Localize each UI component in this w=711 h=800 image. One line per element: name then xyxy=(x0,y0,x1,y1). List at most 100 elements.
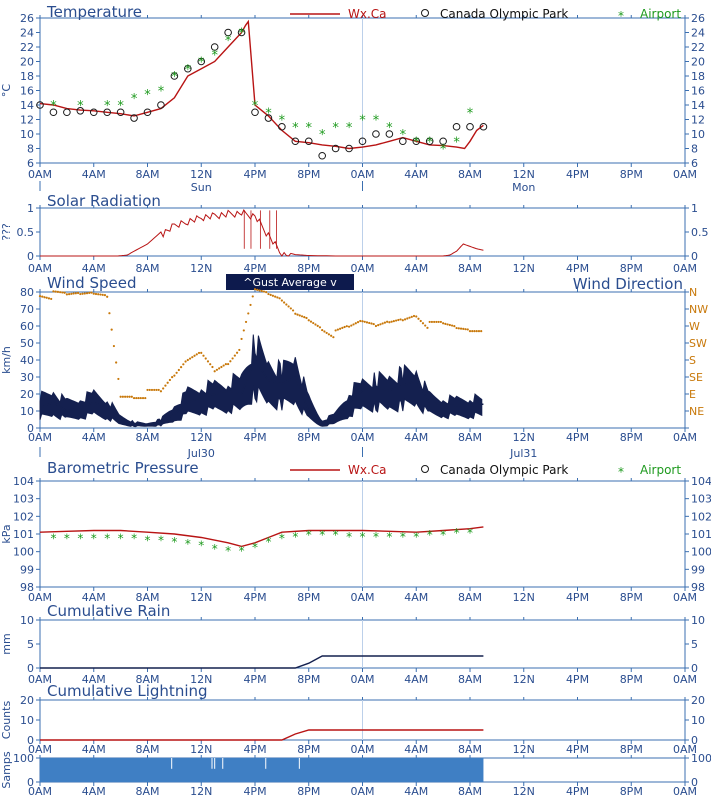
pressure-airport-point: * xyxy=(454,526,460,540)
temperature-airport-point: * xyxy=(171,70,178,85)
pressure-airport-point: * xyxy=(185,537,191,551)
y-tick-label: 100 xyxy=(13,752,34,765)
temperature-park-point xyxy=(89,108,98,117)
pressure-airport-point: * xyxy=(306,528,312,542)
x-tick-label: 8AM xyxy=(458,431,482,444)
wind-direction-point xyxy=(359,319,362,323)
wind-direction-point xyxy=(59,291,62,294)
y-tick-label: 10 xyxy=(20,714,34,727)
y-tick-label-right: 6 xyxy=(691,157,698,170)
y-tick-label-right: 10 xyxy=(691,128,705,141)
x-tick-label: 8PM xyxy=(297,591,320,604)
y-tick-label-right: 103 xyxy=(691,493,711,506)
legend-wxca-label: Wx.Ca xyxy=(348,7,387,21)
wind-direction-point xyxy=(289,307,292,310)
temperature-ylabel: °C xyxy=(0,84,13,98)
pressure-airport-point: * xyxy=(440,528,446,542)
x-tick-label: 4AM xyxy=(404,673,428,686)
wind-direction-point xyxy=(249,303,252,307)
x-tick-label: 8PM xyxy=(620,673,643,686)
y-tick-label: 20 xyxy=(20,694,34,707)
wind-direction-point xyxy=(144,396,147,400)
x-tick-label: 4AM xyxy=(82,673,106,686)
wind-direction-point xyxy=(390,320,393,323)
wind-direction-tick: N xyxy=(689,286,697,299)
wind-direction-point xyxy=(202,354,205,357)
temperature-park-point xyxy=(318,151,326,160)
legend-airport-label: Airport xyxy=(640,7,681,21)
wind-direction-point xyxy=(410,315,413,318)
temperature-airport-point: * xyxy=(158,85,165,100)
wind-direction-point xyxy=(68,292,71,296)
pressure-airport-point: * xyxy=(225,544,231,558)
y-tick-label: 10 xyxy=(20,405,34,418)
wind-direction-point xyxy=(464,328,467,331)
wind-direction-point xyxy=(173,374,176,377)
temperature-park-point xyxy=(466,122,474,131)
y-tick-label-right: 100 xyxy=(691,546,711,559)
wind-direction-point xyxy=(119,395,122,398)
y-tick-label-right: 26 xyxy=(691,12,705,25)
wind-direction-point xyxy=(457,327,460,330)
x-tick-label: 8AM xyxy=(135,785,159,798)
wind-direction-point xyxy=(477,330,481,333)
wind-direction-point xyxy=(352,323,355,326)
x-tick-label: 0AM xyxy=(350,591,374,604)
wind-direction-point xyxy=(61,291,64,294)
temperature-airport-point: * xyxy=(400,128,407,143)
temperature-park-point xyxy=(170,72,179,80)
y-tick-label-right: 10 xyxy=(691,714,705,727)
wind-direction-point xyxy=(146,388,149,392)
wind-direction-point xyxy=(466,328,469,331)
pressure-airport-point: * xyxy=(265,535,271,549)
x-tick-label: 0AM xyxy=(28,431,52,444)
y-tick-label-right: 22 xyxy=(691,41,705,54)
temperature-airport-point: * xyxy=(440,143,447,158)
wind-ylabel: km/h xyxy=(0,346,13,374)
y-tick-label: 10 xyxy=(20,128,34,141)
temperature-airport-point: * xyxy=(413,135,420,150)
wind-direction-point xyxy=(132,396,136,400)
x-tick-label: 0AM xyxy=(28,262,52,275)
y-tick-label-right: 20 xyxy=(691,694,705,707)
x-tick-label: 12N xyxy=(513,168,535,181)
temperature-airport-point: * xyxy=(252,99,259,114)
x-tick-label: 8AM xyxy=(458,785,482,798)
rain-title: Cumulative Rain xyxy=(47,602,170,620)
wind-direction-point xyxy=(251,295,254,298)
x-tick-label: 4AM xyxy=(82,431,106,444)
x-tick-label: 8AM xyxy=(458,673,482,686)
wind-direction-point xyxy=(188,357,192,360)
x-tick-label: 8PM xyxy=(297,431,320,444)
y-tick-label: 0 xyxy=(27,422,34,435)
wind-direction-tick: W xyxy=(689,320,700,333)
pressure-airport-point: * xyxy=(292,530,298,544)
x-tick-label: 0AM xyxy=(350,673,374,686)
x-tick-label: 4AM xyxy=(82,168,106,181)
wind-direction-point xyxy=(88,291,91,295)
wind-direction-point xyxy=(121,395,124,398)
temperature-airport-point: * xyxy=(50,99,57,114)
wind-direction-point xyxy=(314,323,317,326)
wind-direction-point xyxy=(63,291,66,294)
wind-direction-point xyxy=(162,387,165,390)
temperature-airport-point: * xyxy=(373,114,380,129)
temperature-airport-point: * xyxy=(359,114,366,129)
temperature-airport-point: * xyxy=(453,135,460,150)
wind-direction-point xyxy=(141,396,145,400)
wind-direction-point xyxy=(332,336,335,339)
pressure-airport-point: * xyxy=(171,535,177,549)
wind-direction-point xyxy=(453,325,456,328)
wind-direction-point xyxy=(90,291,93,294)
y-tick-label: 8 xyxy=(27,143,34,156)
temperature-park-point xyxy=(184,64,192,73)
temperature-airport-point: * xyxy=(346,121,353,136)
y-tick-label: 20 xyxy=(20,56,34,69)
wind-direction-point xyxy=(334,329,337,332)
day-label: Sun xyxy=(191,181,212,194)
temperature-airport-point: * xyxy=(306,121,313,136)
rain-line xyxy=(40,655,484,669)
x-tick-label: 0AM xyxy=(350,431,374,444)
legend-wxca-label: Wx.Ca xyxy=(348,463,387,477)
